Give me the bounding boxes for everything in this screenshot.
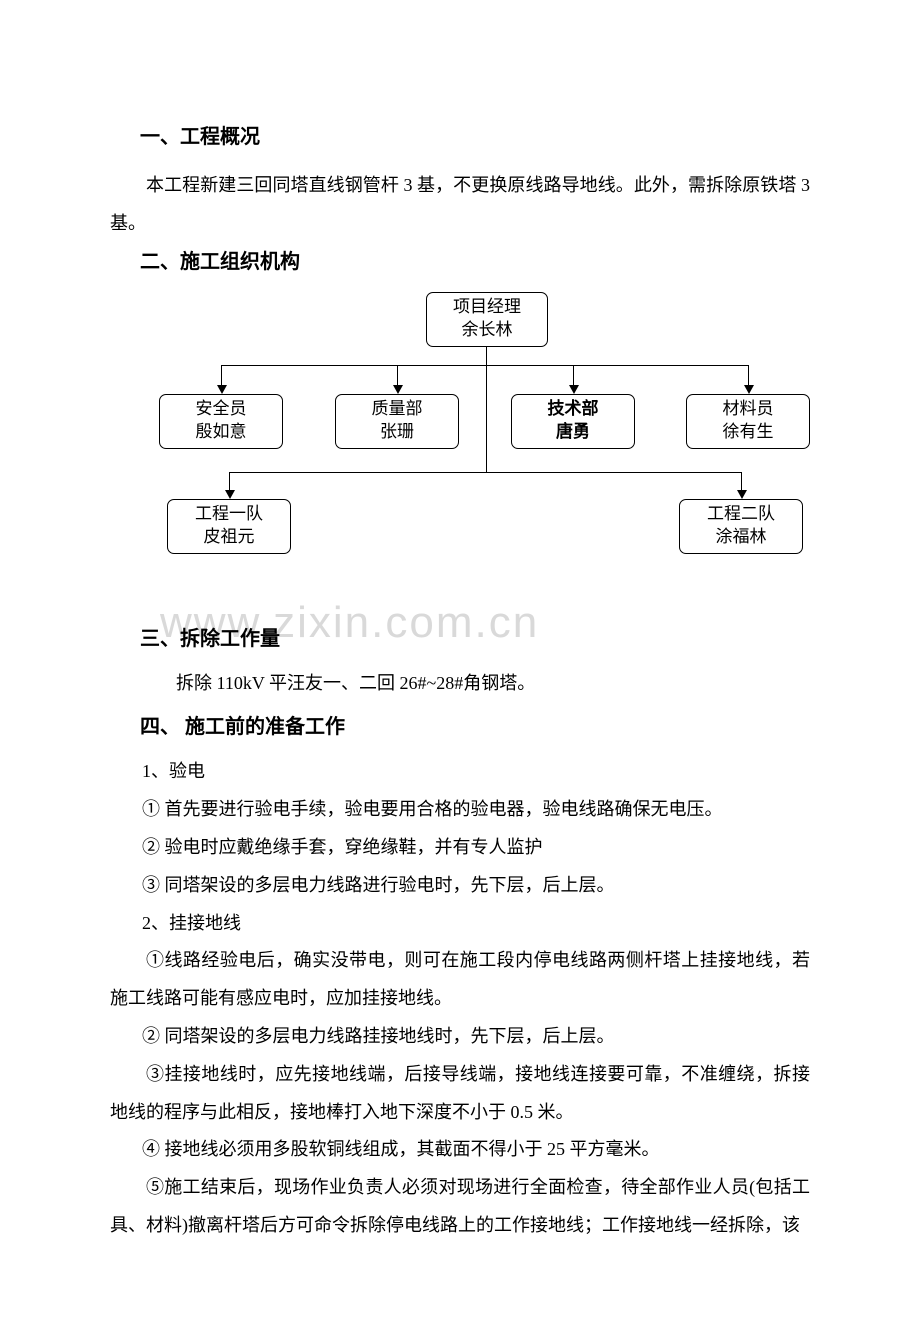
org-node-label: 工程一队 <box>195 503 263 526</box>
org-node-label: 安全员 <box>196 398 247 421</box>
s4-i1-3: ③ 同塔架设的多层电力线路进行验电时，先下层，后上层。 <box>142 867 810 905</box>
chart-line <box>221 365 222 386</box>
chart-line <box>486 347 487 366</box>
org-node-qa: 质量部 张珊 <box>335 394 459 449</box>
s4-i2: 2、挂接地线 <box>142 905 810 943</box>
heading-2: 二、施工组织机构 <box>140 245 810 274</box>
chart-arrow-down-icon <box>393 385 403 394</box>
chart-line <box>573 365 574 386</box>
org-node-label: 工程二队 <box>707 503 775 526</box>
org-node-mat: 材料员 徐有生 <box>686 394 810 449</box>
s4-i1-1: ① 首先要进行验电手续，验电要用合格的验电器，验电线路确保无电压。 <box>142 791 810 829</box>
org-node-tech: 技术部 唐勇 <box>511 394 635 449</box>
org-node-team2: 工程二队 涂福林 <box>679 499 803 554</box>
chart-line <box>229 472 230 491</box>
org-node-label: 项目经理 <box>453 296 521 319</box>
chart-arrow-down-icon <box>217 385 227 394</box>
org-node-person: 徐有生 <box>723 421 774 444</box>
org-node-person: 皮祖元 <box>204 526 255 549</box>
chart-line <box>229 472 741 473</box>
s4-i2-2: ② 同塔架设的多层电力线路挂接地线时，先下层，后上层。 <box>142 1018 810 1056</box>
chart-arrow-down-icon <box>744 385 754 394</box>
chart-arrow-down-icon <box>225 490 235 499</box>
s4-i2-3: ③挂接地线时，应先接地线端，后接导线端，接地线连接要可靠，不准缠绕，拆接地线的程… <box>110 1056 810 1132</box>
org-node-person: 涂福林 <box>716 526 767 549</box>
s4-i1-2: ② 验电时应戴绝缘手套，穿绝缘鞋，并有专人监护 <box>142 829 810 867</box>
s4-i2-1: ①线路经验电后，确实没带电，则可在施工段内停电线路两侧杆塔上挂接地线，若施工线路… <box>110 942 810 1018</box>
chart-line <box>748 365 749 386</box>
s4-i2-5: ⑤施工结束后，现场作业负责人必须对现场进行全面检查，待全部作业人员(包括工具、材… <box>110 1169 810 1245</box>
org-chart: 项目经理 余长林 安全员 殷如意 质量部 张珊 技术部 唐勇 材料员 徐有生 工… <box>110 292 810 598</box>
org-node-person: 余长林 <box>462 319 513 342</box>
org-node-person: 殷如意 <box>196 421 247 444</box>
chart-arrow-down-icon <box>737 490 747 499</box>
org-node-team1: 工程一队 皮祖元 <box>167 499 291 554</box>
heading-1: 一、工程概况 <box>140 120 810 149</box>
org-node-label: 材料员 <box>723 398 774 421</box>
org-node-label: 质量部 <box>372 398 423 421</box>
chart-line <box>221 365 749 366</box>
org-node-safe: 安全员 殷如意 <box>159 394 283 449</box>
org-node-person: 张珊 <box>380 421 414 444</box>
s3-p1: 拆除 110kV 平汪友一、二回 26#~28#角钢塔。 <box>176 665 810 703</box>
s4-i1: 1、验电 <box>142 753 810 791</box>
chart-line <box>397 365 398 386</box>
org-node-person: 唐勇 <box>556 421 590 444</box>
s4-i2-4: ④ 接地线必须用多股软铜线组成，其截面不得小于 25 平方毫米。 <box>142 1131 810 1169</box>
org-node-pm: 项目经理 余长林 <box>426 292 548 347</box>
org-node-label: 技术部 <box>548 398 599 421</box>
chart-line <box>486 365 487 473</box>
s1-p1: 本工程新建三回同塔直线钢管杆 3 基，不更换原线路导地线。此外，需拆除原铁塔 3… <box>110 167 810 243</box>
chart-line <box>741 472 742 491</box>
heading-4: 四、 施工前的准备工作 <box>140 710 810 739</box>
page-content: 一、工程概况 本工程新建三回同塔直线钢管杆 3 基，不更换原线路导地线。此外，需… <box>0 0 920 1325</box>
chart-arrow-down-icon <box>569 385 579 394</box>
heading-3: 三、拆除工作量 <box>140 622 810 651</box>
